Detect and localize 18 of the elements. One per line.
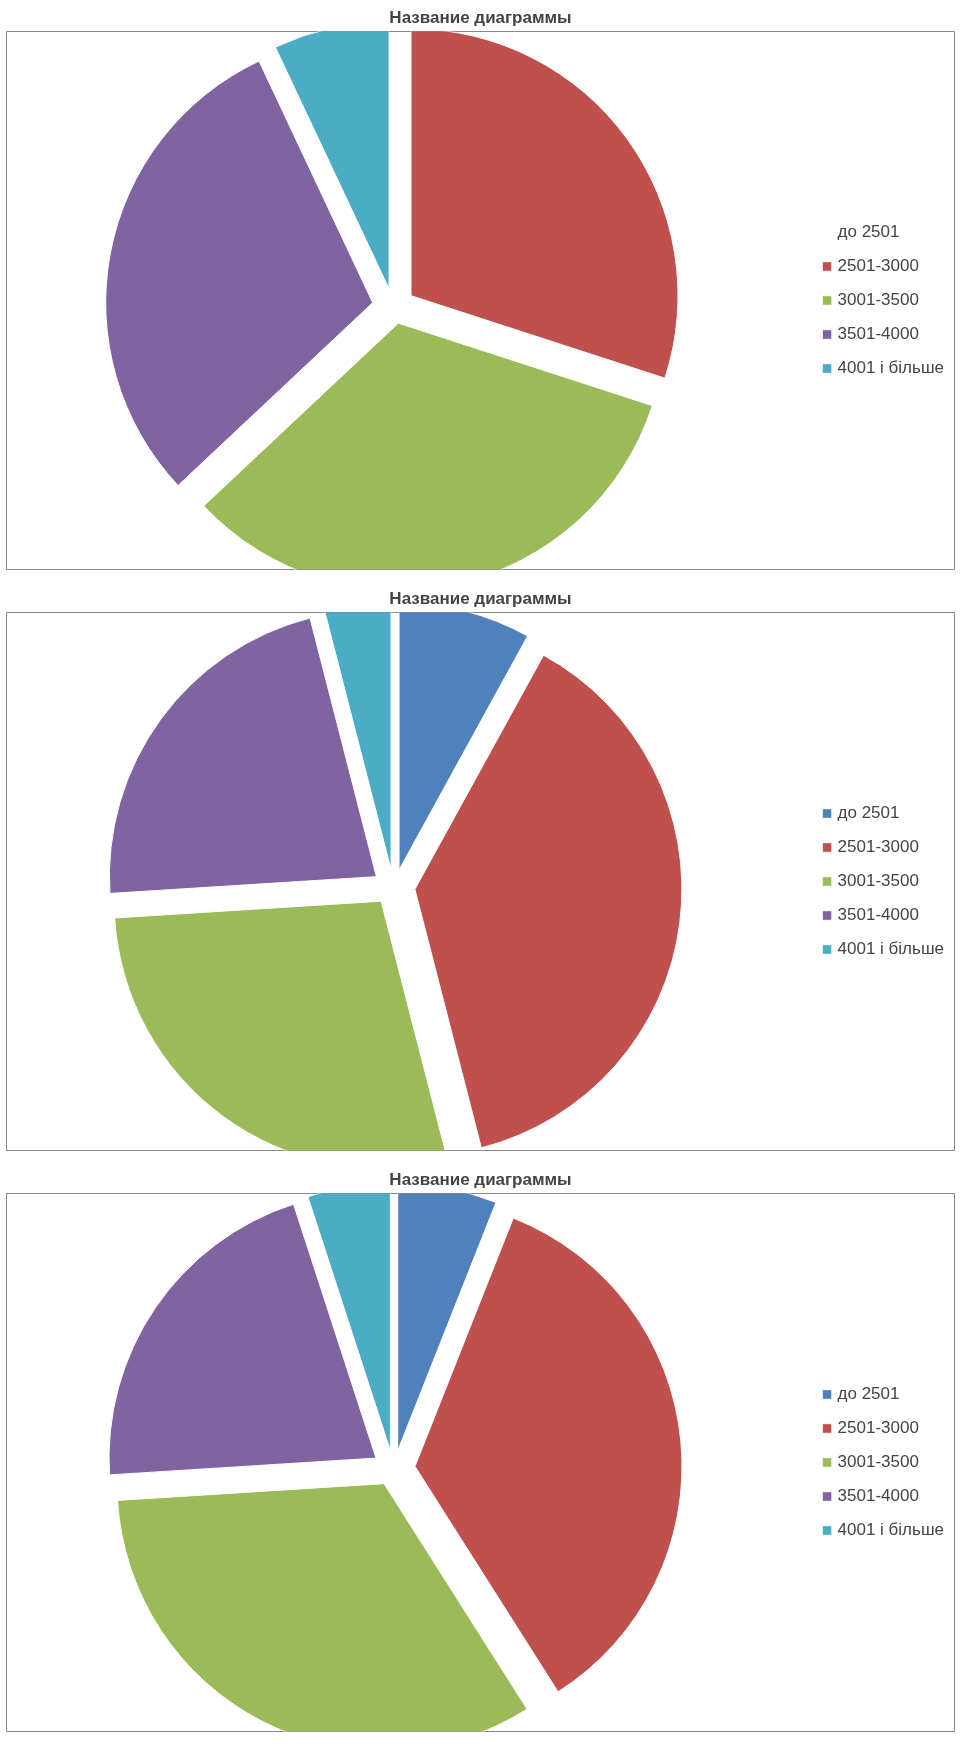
legend-label: 3501-4000 (837, 905, 919, 925)
legend-label: 3001-3500 (837, 871, 919, 891)
legend-label: 2501-3000 (837, 1418, 919, 1438)
chart-title: Название диаграммы (389, 1169, 572, 1189)
legend-label: до 2501 (837, 1384, 900, 1404)
chart-title: Название диаграммы (389, 588, 572, 608)
legend-label: 4001 і більше (837, 939, 944, 959)
legend-label: 3001-3500 (837, 1452, 919, 1472)
legend-label: до 2501 (837, 803, 900, 823)
legend-label: 3501-4000 (837, 1486, 919, 1506)
legend-label: 4001 і більше (837, 1520, 944, 1540)
legend-label: 4001 і більше (837, 358, 944, 378)
legend-label: 3501-4000 (837, 324, 919, 344)
legend-label: 3001-3500 (837, 290, 919, 310)
legend-label: 2501-3000 (837, 837, 919, 857)
category-label: до 2501 (837, 222, 900, 241)
legend-label: 2501-3000 (837, 256, 919, 276)
chart-title: Название диаграммы (389, 7, 572, 27)
